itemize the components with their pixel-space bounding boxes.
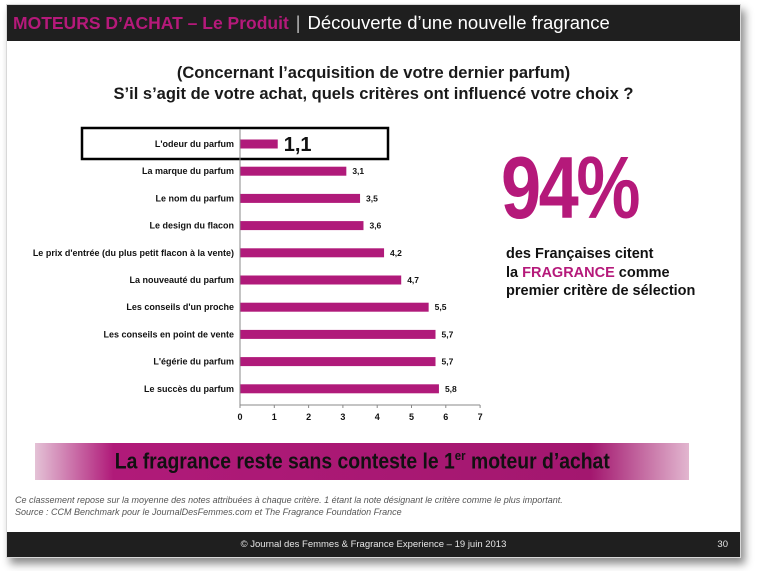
category-label-3: Le design du flacon	[149, 221, 234, 231]
bar-6	[240, 302, 429, 312]
footnote: Ce classement repose sur la moyenne des …	[15, 494, 563, 518]
banner-text-after: moteur d’achat	[465, 448, 610, 474]
x-tick-label-2: 2	[306, 412, 311, 422]
stat-line-2-suffix: comme	[614, 264, 670, 281]
category-label-8: L'égérie du parfum	[153, 357, 234, 367]
value-label-0: 1,1	[284, 134, 312, 156]
bar-4	[240, 248, 385, 258]
x-tick-label-7: 7	[478, 412, 483, 422]
big-stat-value: 94%	[501, 138, 641, 237]
banner-text-before: La fragrance reste sans conteste le 1	[114, 448, 455, 474]
category-label-7: Les conseils en point de vente	[103, 329, 234, 339]
footnote-source: Source : CCM Benchmark pour le JournalDe…	[15, 507, 402, 517]
stat-line-2: la FRAGRANCE comme	[506, 264, 746, 283]
category-label-1: La marque du parfum	[142, 166, 234, 176]
category-label-2: Le nom du parfum	[156, 193, 235, 203]
footer-bar: © Journal des Femmes & Fragrance Experie…	[7, 532, 740, 557]
value-label-9: 5,8	[445, 384, 457, 394]
x-tick-label-0: 0	[237, 412, 242, 422]
highlight-box	[80, 126, 390, 161]
value-label-5: 4,7	[407, 275, 419, 285]
stat-line-1: des Françaises citent	[506, 246, 654, 262]
header-bar: MOTEURS D’ACHAT – Le Produit | Découvert…	[7, 5, 740, 41]
survey-question: (Concernant l’acquisition de votre derni…	[7, 63, 740, 105]
bar-3	[240, 221, 364, 231]
category-label-6: Les conseils d'un proche	[126, 302, 234, 312]
slide: MOTEURS D’ACHAT – Le Produit | Découvert…	[6, 4, 741, 558]
stat-accent-word: FRAGRANCE	[522, 264, 615, 281]
value-label-2: 3,5	[366, 193, 378, 203]
header-section-title: MOTEURS D’ACHAT – Le Produit	[13, 12, 289, 33]
header-subtitle: Découverte d’une nouvelle fragrance	[307, 12, 610, 33]
value-label-8: 5,7	[442, 357, 454, 367]
bar-1	[240, 166, 347, 176]
stat-description: des Françaises citent la FRAGRANCE comme…	[506, 245, 746, 301]
bar-5	[240, 275, 402, 285]
value-label-4: 4,2	[390, 248, 402, 258]
category-label-0: L'odeur du parfum	[155, 139, 234, 149]
footer-copyright: © Journal des Femmes & Fragrance Experie…	[240, 539, 507, 550]
banner-text: La fragrance reste sans conteste le 1er …	[114, 448, 609, 474]
value-label-6: 5,5	[435, 302, 447, 312]
value-label-1: 3,1	[352, 166, 364, 176]
question-line-1: (Concernant l’acquisition de votre derni…	[176, 64, 571, 82]
category-label-4: Le prix d'entrée (du plus petit flacon à…	[33, 248, 234, 258]
bar-0	[240, 139, 278, 149]
x-tick-label-5: 5	[409, 412, 414, 422]
footnote-method: Ce classement repose sur la moyenne des …	[15, 495, 563, 505]
question-line-2: S’il s’agit de votre achat, quels critèr…	[113, 85, 634, 103]
x-tick-label-3: 3	[340, 412, 345, 422]
banner-superscript: er	[454, 448, 466, 464]
page-number: 30	[717, 539, 728, 550]
bar-8	[240, 357, 436, 367]
value-label-3: 3,6	[369, 221, 381, 231]
value-label-7: 5,7	[442, 329, 454, 339]
bar-9	[240, 384, 439, 394]
x-tick-label-6: 6	[443, 412, 448, 422]
bar-7	[240, 329, 436, 339]
stat-line-2-prefix: la	[506, 264, 523, 281]
x-tick-label-4: 4	[375, 412, 380, 422]
criteria-bar-chart: L'odeur du parfum 1,1 La marque du parfum 3…	[33, 126, 483, 422]
stat-line-3: premier critère de sélection	[506, 283, 696, 299]
bar-2	[240, 193, 361, 203]
category-label-5: La nouveauté du parfum	[129, 275, 234, 285]
header-separator: |	[295, 12, 301, 33]
x-tick-label-1: 1	[272, 412, 277, 422]
conclusion-banner: La fragrance reste sans conteste le 1er …	[35, 443, 689, 480]
category-label-9: Le succès du parfum	[144, 384, 234, 394]
